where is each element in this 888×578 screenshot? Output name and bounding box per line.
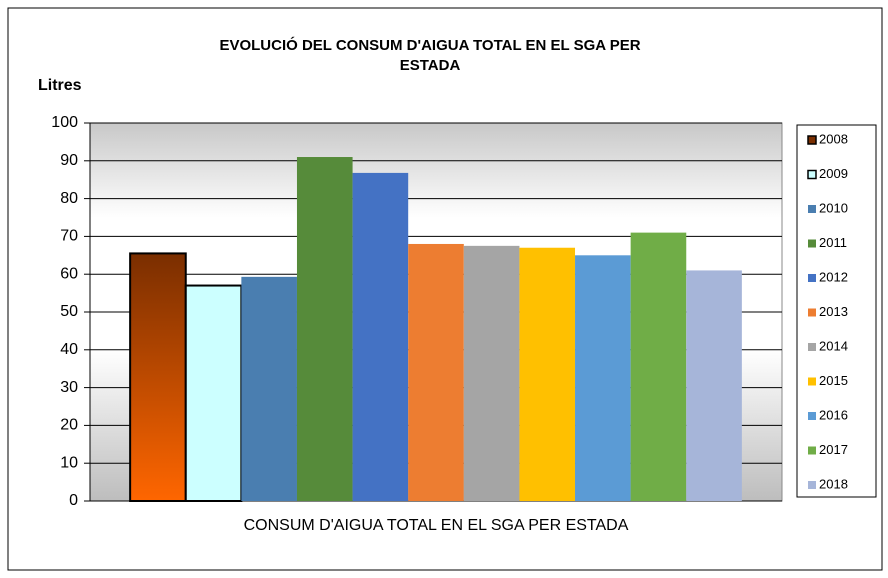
bar: [575, 255, 631, 501]
legend-label: 2009: [819, 166, 848, 181]
y-tick-label: 90: [60, 152, 78, 169]
bar: [352, 172, 409, 501]
legend-swatch: [808, 274, 816, 282]
legend-swatch: [807, 135, 817, 145]
bar: [686, 270, 742, 501]
bar: [241, 276, 297, 501]
x-tick-label: CONSUM D'AIGUA TOTAL EN EL SGA PER ESTAD…: [244, 517, 629, 534]
legend-swatch: [808, 481, 816, 489]
legend-swatch: [808, 446, 816, 455]
y-tick-label: 70: [60, 228, 78, 245]
bar: [463, 245, 520, 501]
y-tick-label: 40: [60, 341, 78, 358]
bar: [184, 284, 243, 503]
legend-swatch: [808, 377, 816, 386]
chart-title: EVOLUCIÓ DEL CONSUM D'AIGUA TOTAL EN EL …: [219, 36, 640, 54]
y-tick-label: 60: [60, 265, 78, 282]
legend-label: 2008: [819, 131, 848, 146]
bar: [519, 247, 576, 501]
y-tick-label: 50: [60, 303, 78, 320]
y-tick-label: 30: [60, 379, 78, 396]
legend-label: 2013: [819, 304, 848, 319]
legend-swatch: [808, 412, 816, 420]
legend-swatch: [808, 239, 816, 248]
legend-label: 2015: [819, 373, 848, 388]
legend-label: 2012: [819, 269, 848, 284]
bar: [296, 157, 353, 501]
y-tick-label: 80: [60, 190, 78, 207]
legend-swatch: [807, 169, 817, 180]
legend-swatch: [808, 343, 816, 351]
legend-label: 2018: [819, 476, 848, 491]
y-tick-label: 0: [69, 492, 78, 509]
bar: [129, 252, 187, 502]
y-tick-label: 20: [60, 417, 78, 434]
legend-label: 2016: [819, 407, 848, 422]
legend-swatch: [808, 205, 816, 213]
legend-label: 2017: [819, 442, 848, 457]
y-tick-label: 10: [60, 454, 78, 471]
legend-label: 2014: [819, 338, 848, 353]
y-tick-label: 100: [51, 114, 78, 131]
bar: [630, 232, 687, 501]
legend-label: 2011: [819, 235, 847, 250]
chart-title: ESTADA: [400, 57, 461, 74]
legend-swatch: [808, 308, 816, 317]
bar: [408, 243, 464, 501]
y-axis-label: Litres: [38, 77, 82, 94]
legend-label: 2010: [819, 200, 848, 215]
